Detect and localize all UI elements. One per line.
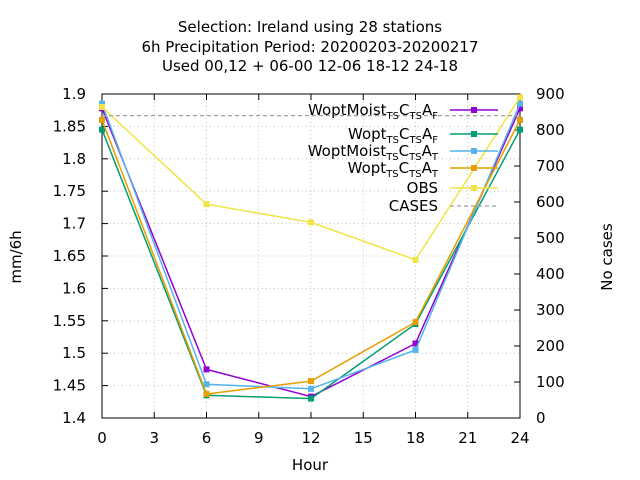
y-tick-label: 1.9 [62,85,86,103]
y-axis-label: mm/6h [7,230,25,283]
x-tick-label: 12 [301,429,320,447]
x-tick-label: 0 [97,429,107,447]
data-point-4 [308,219,314,226]
legend-label-5: CASES [389,197,438,215]
legend-label-subscript: TS [408,152,421,163]
x-tick-label: 9 [254,429,264,447]
legend-label-name: Wopt [348,159,387,177]
legend-label-letter: A [422,101,433,119]
y2-axis-label: No cases [598,223,616,291]
legend-label-name: WoptMoist [308,101,387,119]
data-point-1 [517,126,523,133]
legend-label-letter: C [399,159,409,177]
y2-tick-label: 500 [536,229,565,247]
data-point-3 [412,319,419,326]
legend-label-subscript: T [431,169,439,180]
data-point-4 [517,94,523,101]
legend-label-4: OBS [407,179,438,197]
y2-tick-label: 800 [536,121,565,139]
legend-marker-2 [471,148,477,154]
x-tick-label: 15 [354,429,373,447]
data-point-4 [203,201,210,208]
y-tick-label: 1.6 [62,279,86,297]
legend-label-name: WoptMoist [308,142,387,160]
data-point-3 [517,116,523,123]
legend-label-subscript: TS [386,111,399,122]
legend-marker-1 [471,131,477,137]
data-point-3 [308,378,314,385]
data-point-4 [99,103,105,110]
legend-label-subscript: T [431,152,439,163]
chart-title-line-2: 6h Precipitation Period: 20200203-202002… [141,38,478,56]
data-point-2 [203,381,210,388]
data-point-4 [412,256,419,263]
legend-label-subscript: F [432,135,438,146]
axes: 0 3 6 9 12 15 18 21 24 1.4 1.45 1.5 1.55 1.6 1.65 1.7 1.… [53,85,565,447]
legend-marker-0 [471,107,477,113]
y-tick-label: 1.85 [53,117,86,135]
y2-tick-label: 0 [536,409,546,427]
y-tick-label: 1.55 [53,312,86,330]
y-tick-label: 1.45 [53,377,86,395]
y2-tick-label: 300 [536,301,565,319]
legend-label-1: WoptTSCTSAF [348,125,438,146]
legend-label-subscript: F [432,111,438,122]
y-tick-label: 1.7 [62,215,86,233]
legend-label-name: Wopt [348,125,387,143]
x-tick-label: 3 [149,429,159,447]
legend-label-2: WoptMoistTSCTSAT [308,142,439,163]
y2-tick-label: 700 [536,157,565,175]
data-point-0 [517,105,523,112]
data-point-2 [308,385,314,392]
y2-tick-label: 100 [536,373,565,391]
legend-label-name: OBS [407,179,438,197]
data-point-3 [99,116,105,123]
y-tick-label: 1.5 [62,344,86,362]
data-point-0 [203,366,210,373]
legend-label-subscript: TS [409,135,422,146]
data-point-1 [99,126,105,133]
legend-label-letter: A [422,142,433,160]
legend-label-letter: A [422,159,433,177]
data-point-1 [308,395,314,402]
chart-title-line-3: Used 00,12 + 06-00 12-06 18-12 24-18 [162,57,458,75]
chart-title-line-1: Selection: Ireland using 28 stations [178,18,442,36]
legend-marker-3 [471,165,477,171]
legend-label-subscript: TS [408,169,421,180]
data-point-3 [203,391,210,398]
x-tick-label: 6 [202,429,212,447]
x-tick-label: 24 [510,429,529,447]
legend-label-subscript: TS [409,111,422,122]
y-tick-label: 1.65 [53,247,86,265]
legend: WoptMoistTSCTSAFWoptTSCTSAFWoptMoistTSCT… [308,101,498,215]
y2-tick-label: 400 [536,265,565,283]
legend-label-subscript: TS [385,169,398,180]
series-lines [99,94,523,402]
data-point-2 [99,100,105,107]
legend-label-letter: C [399,101,409,119]
y2-tick-label: 200 [536,337,565,355]
legend-label-subscript: TS [385,152,398,163]
data-point-2 [517,100,523,107]
y2-tick-label: 600 [536,193,565,211]
legend-label-name: CASES [389,197,438,215]
legend-label-letter: A [422,125,433,143]
x-tick-label: 21 [458,429,477,447]
y-tick-label: 1.75 [53,182,86,200]
x-axis-label: Hour [292,456,329,474]
y2-tick-label: 900 [536,85,565,103]
series-line-3 [101,119,521,395]
y-tick-label: 1.4 [62,409,86,427]
legend-label-subscript: TS [386,135,399,146]
data-point-2 [412,346,419,353]
y-tick-label: 1.8 [62,150,86,168]
legend-label-3: WoptTSCTSAT [348,159,439,180]
legend-label-letter: C [399,125,409,143]
data-point-0 [412,340,419,347]
legend-label-0: WoptMoistTSCTSAF [308,101,438,122]
legend-marker-4 [471,185,477,191]
legend-label-letter: C [399,142,409,160]
x-tick-label: 18 [406,429,425,447]
